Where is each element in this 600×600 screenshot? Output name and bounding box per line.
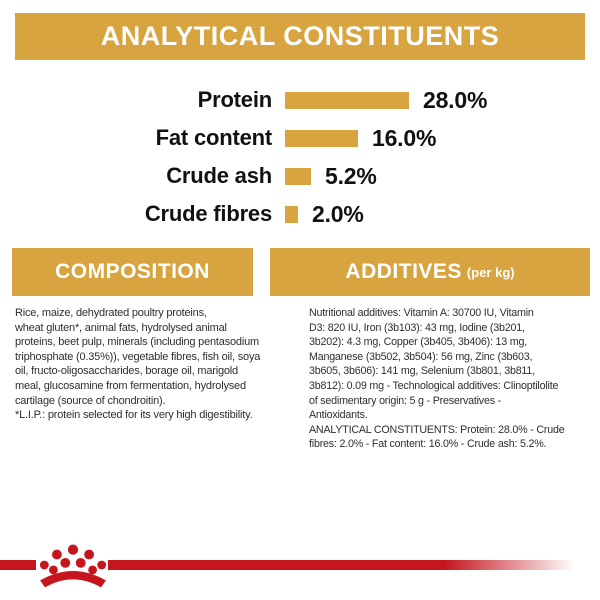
additives-title: ADDITIVES [345, 260, 462, 283]
additives-banner: ADDITIVES (per kg) [270, 248, 590, 296]
royal-canin-crown-icon [39, 544, 107, 588]
chart-category-label: Protein [197, 87, 273, 112]
text-line: Nutritional additives: Vitamin A: 30700 … [309, 307, 534, 319]
text-line: ANALYTICAL CONSTITUENTS: Protein: 28.0% … [309, 423, 565, 436]
chart-row: Crude fibres 2.0% [0, 195, 600, 233]
composition-banner: COMPOSITION [12, 248, 253, 296]
text-line: 3b605, 3b606): 141 mg, Selenium (3b801, … [309, 365, 535, 378]
text-line: triphosphate (0.35%)), vegetable fibres,… [15, 350, 261, 363]
chart-bar [285, 91, 409, 109]
text-line: fibres: 2.0% - Fat content: 16.0% - Crud… [309, 438, 547, 451]
chart-category-label: Crude fibres [144, 201, 272, 226]
text-line: D3: 820 IU, Iron (3b103): 43 mg, Iodine … [309, 321, 525, 334]
chart-value-label: 28.0% [423, 86, 488, 113]
analytical-constituents-chart: Protein 28.0% Fat content 16.0% Crude ash 5.2… [0, 81, 600, 233]
chart-value-label: 16.0% [372, 124, 437, 151]
red-divider-right [108, 560, 575, 570]
chart-bar [285, 205, 298, 223]
analytical-constituents-banner: ANALYTICAL CONSTITUENTS [15, 13, 585, 60]
chart-row: Crude ash 5.2% [0, 157, 600, 195]
chart-row: Fat content 16.0% [0, 119, 600, 157]
chart-bar [285, 167, 311, 185]
additives-title-suffix: (per kg) [466, 264, 515, 280]
text-line: of sedimentary origin: 5 g - Preservativ… [309, 394, 501, 407]
text-line: Rice, maize, dehydrated poultry proteins… [15, 307, 207, 319]
chart-category-label: Crude ash [166, 163, 272, 188]
text-line: proteins, beet pulp, minerals (including… [15, 336, 259, 349]
text-line: Manganese (3b502, 3b504): 56 mg, Zinc (3… [309, 350, 533, 363]
chart-row: Protein 28.0% [0, 81, 600, 119]
composition-text: Rice, maize, dehydrated poultry proteins… [15, 306, 260, 423]
text-line: 3b202): 4.3 mg, Copper (3b405, 3b406): 1… [309, 336, 527, 349]
chart-value-label: 2.0% [312, 200, 364, 227]
chart-category-label: Fat content [155, 125, 273, 150]
text-line: wheat gluten*, animal fats, hydrolysed a… [15, 321, 227, 334]
text-line: *L.I.P.: protein selected for its very h… [15, 409, 253, 422]
chart-bar [285, 129, 358, 147]
page-title: ANALYTICAL CONSTITUENTS [100, 21, 500, 51]
text-line: oil, fructo-oligosaccharides, borage oil… [15, 365, 238, 378]
red-divider-left [0, 560, 36, 570]
footer [0, 535, 600, 595]
composition-title: COMPOSITION [55, 260, 210, 283]
text-line: meal, glucosamine from fermentation, hyd… [15, 379, 246, 392]
text-line: 3b812): 0.09 mg - Technological additive… [309, 379, 559, 392]
text-line: Antioxidants. [309, 409, 368, 422]
text-line: cartilage (source of chondroitin). [15, 394, 166, 407]
additives-text: Nutritional additives: Vitamin A: 30700 … [309, 306, 565, 452]
chart-value-label: 5.2% [325, 162, 377, 189]
